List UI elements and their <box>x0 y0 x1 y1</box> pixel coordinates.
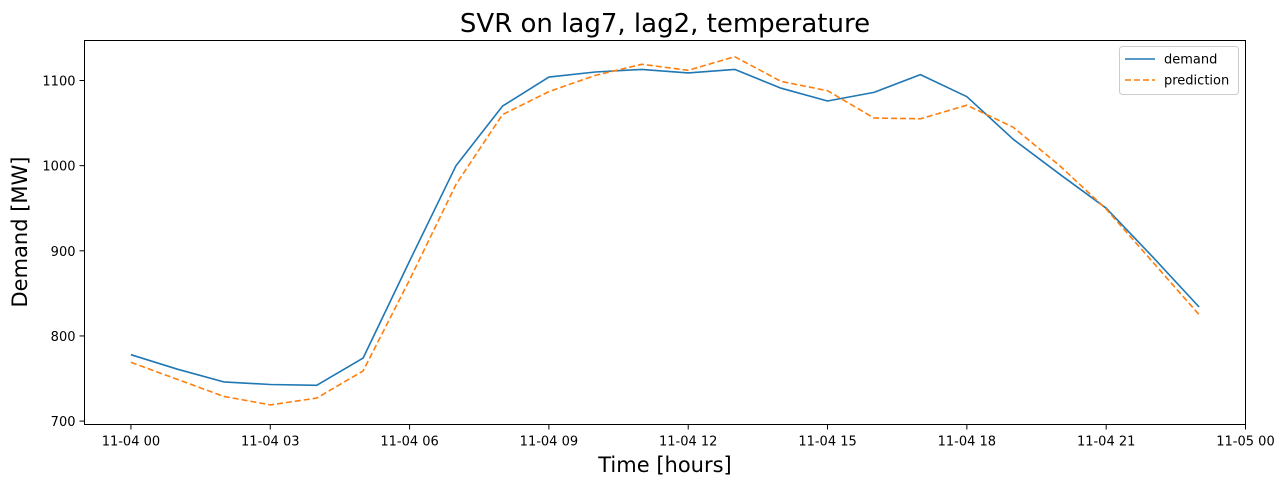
x-tick-label: 11-04 09 <box>520 435 578 450</box>
legend-label-demand: demand <box>1164 53 1217 68</box>
y-tick-label: 800 <box>51 330 76 345</box>
x-tick-label: 11-04 06 <box>380 435 438 450</box>
x-tick-label: 11-04 18 <box>938 435 996 450</box>
y-tick-label: 900 <box>51 245 76 260</box>
x-tick-label: 11-04 15 <box>798 435 856 450</box>
y-axis-label: Demand [MW] <box>8 157 32 308</box>
legend: demand prediction <box>1119 46 1239 95</box>
y-tick-label: 1000 <box>42 160 75 175</box>
y-axis: 700 800 900 1000 1100 <box>42 75 85 430</box>
chart-title: SVR on lag7, lag2, temperature <box>460 9 870 39</box>
x-tick-label: 11-04 12 <box>659 435 717 450</box>
y-tick-label: 1100 <box>42 75 75 90</box>
plot-area <box>84 40 1246 425</box>
legend-label-prediction: prediction <box>1164 74 1229 89</box>
series-lines <box>130 55 1200 406</box>
x-tick-label: 11-05 00 <box>1216 435 1274 450</box>
series-line-prediction <box>130 55 1200 406</box>
series-line-demand <box>130 68 1200 387</box>
x-axis: 11-04 00 11-04 03 11-04 06 11-04 09 11-04 12… <box>102 424 1275 450</box>
x-axis-label: Time [hours] <box>597 453 732 477</box>
x-tick-label: 11-04 21 <box>1077 435 1135 450</box>
x-tick-label: 11-04 00 <box>102 435 160 450</box>
y-tick-label: 700 <box>51 415 76 430</box>
x-tick-label: 11-04 03 <box>241 435 299 450</box>
